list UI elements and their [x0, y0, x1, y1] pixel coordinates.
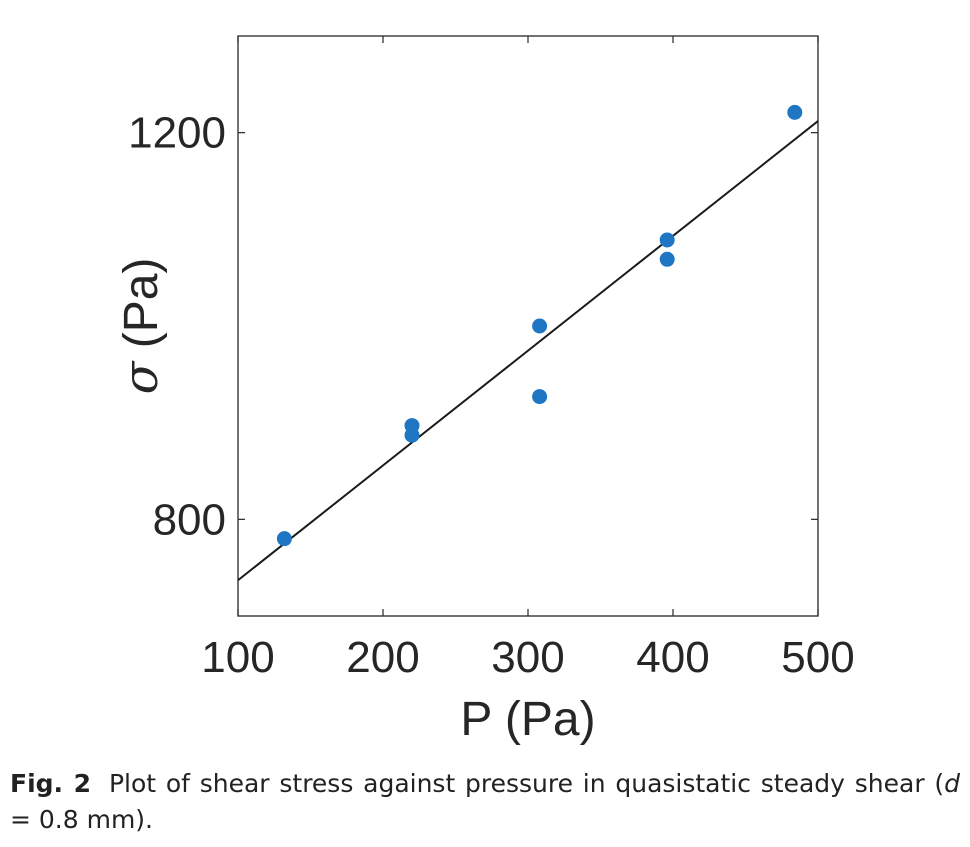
data-point: [787, 104, 803, 120]
figure: 100 200 300 400 500 800 1200 P (Pa) σ (Pa): [113, 35, 855, 746]
y-tick-label: 800: [153, 495, 226, 544]
x-tick-label: 100: [201, 633, 274, 682]
scatter-chart: 100 200 300 400 500 800 1200 P (Pa) σ (Pa): [113, 35, 855, 746]
data-series: [237, 104, 819, 582]
plot-area-frame: [237, 35, 819, 617]
data-point: [276, 531, 292, 547]
figure-caption: Fig. 2 Plot of shear stress against press…: [10, 766, 960, 838]
y-tick-label: 1200: [128, 109, 226, 158]
data-point: [659, 232, 675, 248]
data-point: [532, 318, 548, 334]
caption-variable: d: [944, 769, 960, 798]
caption-text-end: = 0.8 mm).: [10, 805, 154, 834]
data-point: [532, 389, 548, 405]
tick-labels: 100 200 300 400 500 800 1200: [128, 109, 855, 682]
y-axis-label-unit: (Pa): [115, 258, 168, 362]
x-axis-label: P (Pa): [460, 693, 595, 746]
data-point: [404, 418, 420, 434]
x-tick-label: 300: [491, 633, 564, 682]
x-tick-label: 400: [636, 633, 709, 682]
y-axis-label: σ (Pa): [113, 258, 169, 395]
tick-marks: [237, 36, 819, 616]
x-tick-label: 200: [346, 633, 419, 682]
caption-figure-label: Fig. 2: [10, 769, 91, 798]
caption-text: Plot of shear stress against pressure in…: [108, 769, 945, 798]
x-tick-label: 500: [781, 633, 854, 682]
fit-line: [237, 120, 819, 582]
y-axis-label-symbol: σ: [113, 360, 169, 394]
data-point: [659, 251, 675, 267]
